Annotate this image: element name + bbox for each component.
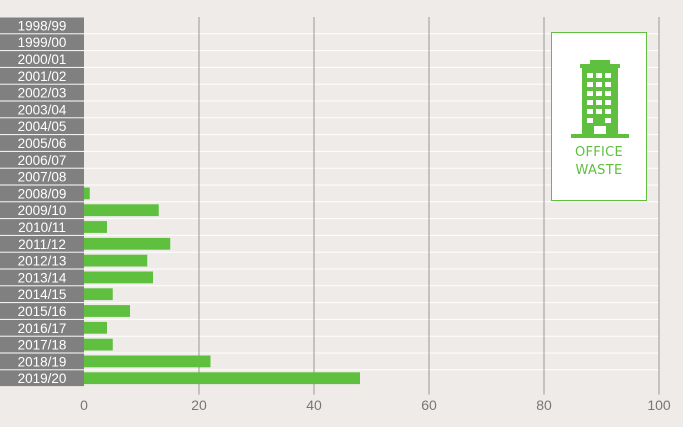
category-label: 2006/07 bbox=[18, 153, 67, 168]
category-label: 2019/20 bbox=[18, 371, 67, 386]
category-label-bg bbox=[0, 118, 84, 135]
category-label-bg bbox=[0, 303, 84, 319]
category-label-bg bbox=[0, 252, 84, 269]
category-label: 2000/01 bbox=[18, 52, 67, 67]
category-label-bg bbox=[0, 336, 84, 353]
bar bbox=[84, 187, 90, 200]
x-tick-label: 80 bbox=[536, 397, 552, 413]
category-label: 2003/04 bbox=[18, 102, 67, 117]
bar bbox=[84, 305, 130, 317]
category-label: 1999/00 bbox=[18, 35, 67, 50]
category-label-bg bbox=[0, 34, 84, 51]
category-label-bg bbox=[0, 319, 84, 336]
bar bbox=[84, 288, 113, 301]
bar bbox=[84, 372, 360, 385]
category-label-bg bbox=[0, 101, 84, 118]
legend-label-line1: OFFICE bbox=[574, 145, 624, 160]
category-label: 2009/10 bbox=[18, 203, 67, 218]
category-label-bg bbox=[0, 219, 84, 235]
category-label-bg bbox=[0, 286, 84, 303]
category-label-bg bbox=[0, 151, 84, 168]
legend-label-line2: WASTE bbox=[575, 163, 623, 178]
category-label: 2016/17 bbox=[18, 321, 67, 336]
category-label-bg bbox=[0, 353, 84, 370]
bar bbox=[84, 271, 153, 284]
category-label: 2017/18 bbox=[18, 338, 67, 353]
category-label: 2011/12 bbox=[18, 237, 66, 252]
category-label: 2002/03 bbox=[18, 86, 67, 101]
office-building-icon bbox=[571, 60, 629, 138]
bar bbox=[84, 221, 107, 233]
category-label: 2013/14 bbox=[18, 270, 67, 285]
category-label: 2005/06 bbox=[18, 136, 67, 151]
bar bbox=[84, 237, 171, 250]
category-label-bg bbox=[0, 135, 84, 151]
bar bbox=[84, 254, 148, 267]
category-label-bg bbox=[0, 235, 84, 252]
bar bbox=[84, 204, 159, 217]
category-label: 2008/09 bbox=[18, 186, 67, 201]
category-label: 2010/11 bbox=[18, 220, 66, 235]
category-label-bg bbox=[0, 51, 84, 67]
bar bbox=[84, 355, 211, 368]
bar bbox=[84, 338, 113, 351]
category-label-bg bbox=[0, 370, 84, 387]
x-tick-label: 100 bbox=[647, 397, 671, 413]
x-tick-label: 60 bbox=[421, 397, 437, 413]
category-label: 2018/19 bbox=[18, 354, 67, 369]
category-label: 2007/08 bbox=[18, 170, 67, 185]
category-label: 2015/16 bbox=[18, 304, 67, 319]
category-label-bg bbox=[0, 84, 84, 101]
category-label-bg bbox=[0, 17, 84, 34]
bar bbox=[84, 321, 107, 334]
category-label: 2001/02 bbox=[18, 69, 67, 84]
category-label: 2014/15 bbox=[18, 287, 67, 302]
category-label-bg bbox=[0, 67, 84, 84]
category-label: 2004/05 bbox=[18, 119, 67, 134]
legend-box: OFFICE WASTE bbox=[551, 32, 647, 201]
category-label-bg bbox=[0, 269, 84, 286]
x-tick-label: 40 bbox=[306, 397, 322, 413]
x-tick-label: 20 bbox=[191, 397, 207, 413]
category-label-bg bbox=[0, 185, 84, 202]
category-label: 1998/99 bbox=[18, 18, 67, 33]
x-tick-label: 0 bbox=[80, 397, 88, 413]
category-label: 2012/13 bbox=[18, 254, 67, 269]
category-label-bg bbox=[0, 168, 84, 185]
category-label-bg bbox=[0, 202, 84, 219]
